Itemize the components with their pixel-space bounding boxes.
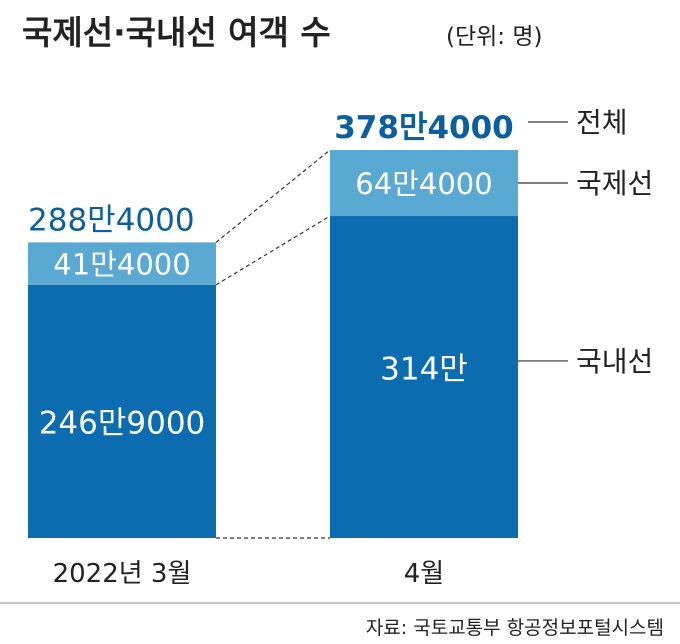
bar-international-0 — [28, 242, 216, 285]
unit-note: (단위: 명) — [446, 24, 543, 50]
total-value-label-1: 378만4000 — [334, 110, 514, 146]
connector-total — [215, 149, 331, 243]
category-label-1: 4월 — [404, 559, 444, 589]
bar-international-1 — [330, 150, 518, 217]
international-value-label-1: 64만4000 — [355, 167, 492, 201]
chart-title: 국제선·국내선 여객 수 — [22, 13, 331, 52]
domestic-value-label-0: 246만9000 — [39, 406, 206, 442]
domestic-value-label-1: 314만 — [380, 351, 468, 387]
legend-label-2: 국내선 — [576, 345, 653, 378]
legend-label-1: 국제선 — [576, 167, 653, 200]
legend-label-0: 전체 — [576, 106, 628, 139]
bar-domestic-1 — [330, 216, 518, 539]
bar-domestic-0 — [28, 284, 216, 538]
category-label-0: 2022년 3월 — [53, 559, 192, 589]
total-value-label-0: 288만4000 — [28, 202, 195, 238]
international-value-label-0: 41만4000 — [53, 248, 190, 282]
plot-area: 41만4000 246만9000 288만4000 2022년 3월 64만4000 31… — [28, 106, 653, 589]
connector-international — [215, 215, 331, 286]
source-note: 자료: 국토교통부 항공정보포털시스템 — [366, 617, 664, 639]
